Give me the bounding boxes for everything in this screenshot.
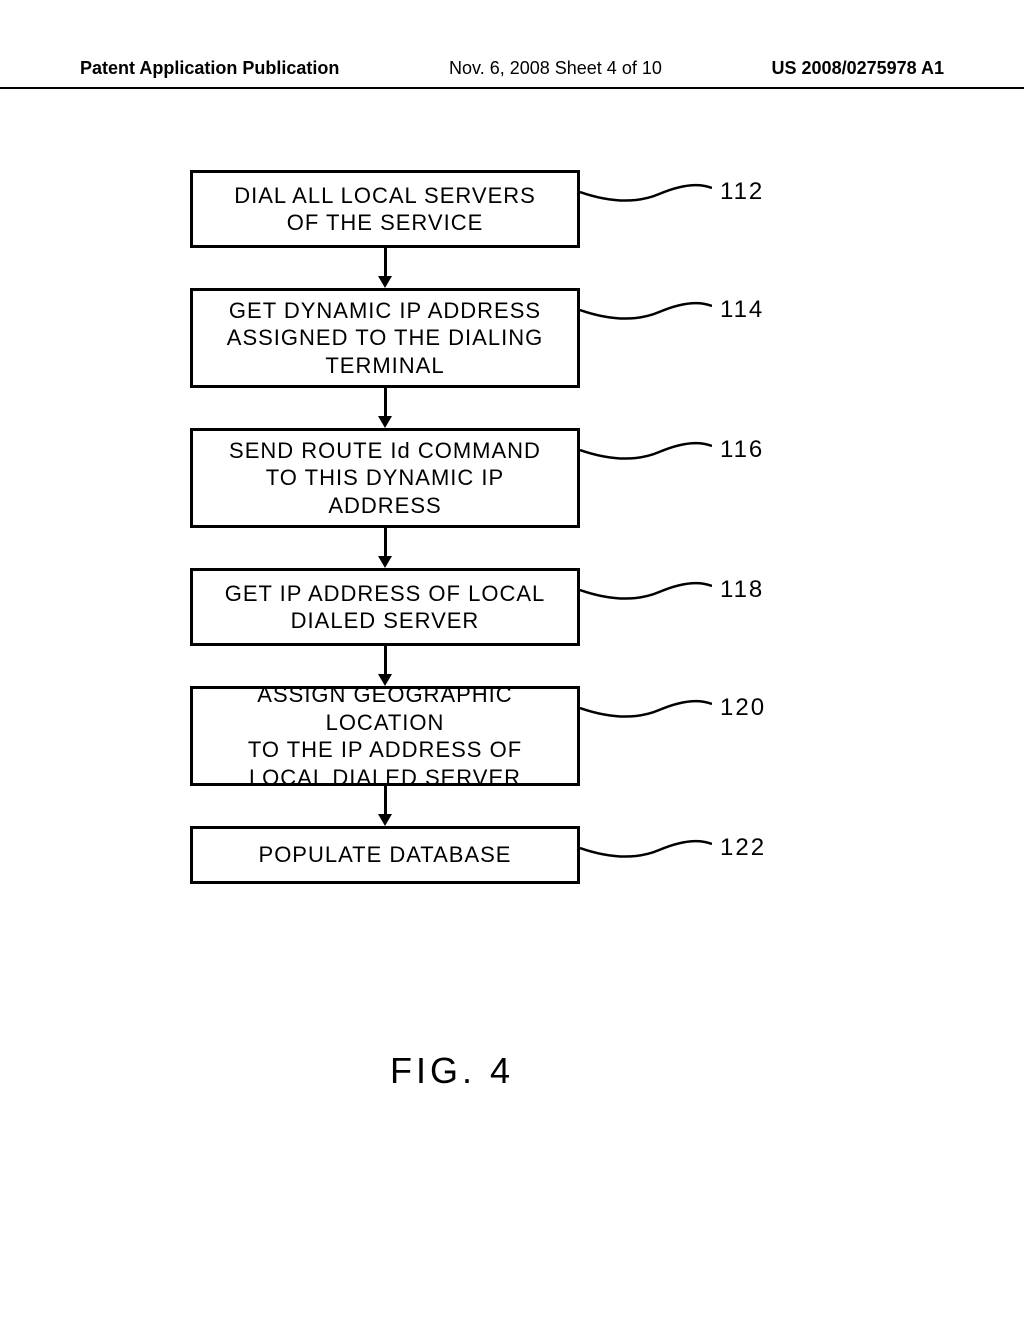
header-right: US 2008/0275978 A1 <box>772 58 944 79</box>
flow-box: ASSIGN GEOGRAPHIC LOCATION TO THE IP ADD… <box>190 686 580 786</box>
reference-number: 122 <box>720 834 766 862</box>
arrow-shaft <box>384 646 387 676</box>
arrow-shaft <box>384 388 387 418</box>
leader-line <box>580 572 712 608</box>
leader-line <box>580 690 712 726</box>
leader-line <box>580 292 712 328</box>
reference-number: 116 <box>720 436 764 464</box>
arrow-head-icon <box>378 814 392 826</box>
flow-box: GET DYNAMIC IP ADDRESS ASSIGNED TO THE D… <box>190 288 580 388</box>
arrow-shaft <box>384 248 387 278</box>
header-left: Patent Application Publication <box>80 58 339 79</box>
figure-label: FIG. 4 <box>390 1050 514 1092</box>
leader-line <box>580 174 712 210</box>
arrow-head-icon <box>378 416 392 428</box>
reference-number: 120 <box>720 694 766 722</box>
arrow-shaft <box>384 786 387 816</box>
leader-line <box>580 830 712 866</box>
header-center: Nov. 6, 2008 Sheet 4 of 10 <box>449 58 662 79</box>
arrow-head-icon <box>378 276 392 288</box>
leader-line <box>580 432 712 468</box>
reference-number: 114 <box>720 296 764 324</box>
flow-box: GET IP ADDRESS OF LOCAL DIALED SERVER <box>190 568 580 646</box>
reference-number: 118 <box>720 576 764 604</box>
page-header: Patent Application Publication Nov. 6, 2… <box>0 58 1024 89</box>
arrow-head-icon <box>378 556 392 568</box>
flow-box: SEND ROUTE Id COMMAND TO THIS DYNAMIC IP… <box>190 428 580 528</box>
reference-number: 112 <box>720 178 764 206</box>
flow-box: POPULATE DATABASE <box>190 826 580 884</box>
flow-box: DIAL ALL LOCAL SERVERS OF THE SERVICE <box>190 170 580 248</box>
arrow-shaft <box>384 528 387 558</box>
